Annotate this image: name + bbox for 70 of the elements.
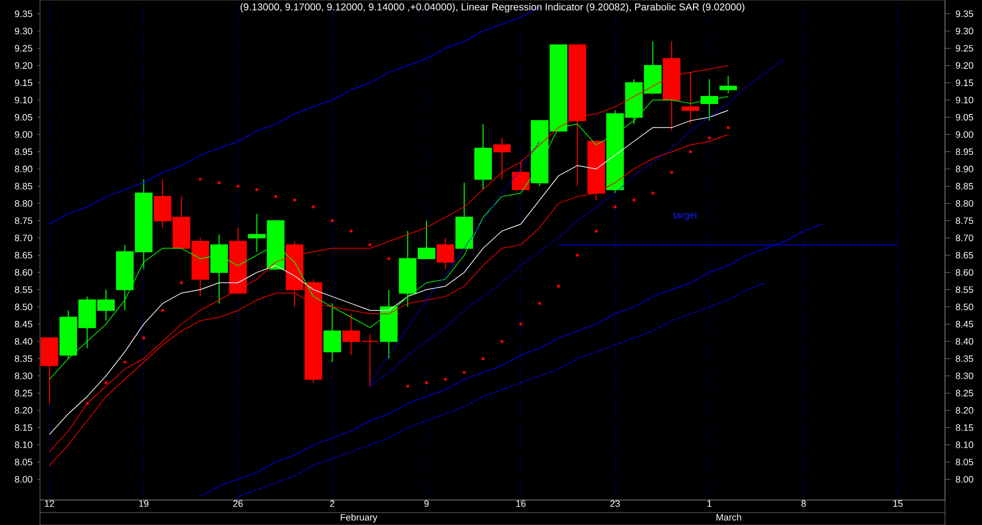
y-tick-label: 8.35 bbox=[14, 355, 32, 362]
y2-tick-label: 8.85 bbox=[956, 182, 974, 190]
y2-tick-label: 8.25 bbox=[956, 390, 974, 396]
y-tick-label: 8.55 bbox=[14, 286, 32, 293]
x-tick-label: 8 bbox=[801, 500, 806, 507]
y-tick-label: 8.05 bbox=[14, 458, 32, 466]
y-tick-label: 8.85 bbox=[14, 182, 32, 190]
y2-tick-label: 8.60 bbox=[956, 269, 974, 276]
y2-tick-label: 8.45 bbox=[956, 320, 974, 328]
x-tick-label: 26 bbox=[233, 500, 243, 507]
y-tick-label: 8.60 bbox=[14, 269, 32, 276]
y2-tick-label: 8.00 bbox=[956, 476, 974, 483]
y-tick-label: 8.75 bbox=[14, 217, 32, 224]
x-tick-label: 2 bbox=[330, 500, 334, 507]
annotation: target bbox=[673, 212, 698, 220]
y-tick-label: 8.95 bbox=[14, 148, 32, 156]
y2-tick-label: 8.55 bbox=[956, 286, 974, 293]
y-tick-label: 8.40 bbox=[14, 338, 32, 345]
y-tick-label: 9.35 bbox=[14, 10, 32, 18]
text: March bbox=[716, 514, 742, 521]
y-tick-label: 8.65 bbox=[14, 252, 32, 258]
y2-tick-label: 8.50 bbox=[956, 304, 974, 310]
y-tick-label: 8.80 bbox=[14, 200, 32, 207]
y2-tick-label: 8.70 bbox=[956, 234, 974, 242]
y-tick-label: 8.30 bbox=[14, 372, 32, 380]
y-tick-label: 9.30 bbox=[14, 28, 32, 34]
x-tick-label: 1 bbox=[707, 500, 712, 507]
x-tick-label: 9 bbox=[424, 500, 429, 507]
x-tick-label: 23 bbox=[610, 500, 620, 507]
y2-tick-label: 8.15 bbox=[956, 424, 974, 431]
y-tick-label: 8.20 bbox=[14, 407, 32, 414]
x-tick-label: 19 bbox=[139, 500, 148, 507]
y2-tick-label: 8.80 bbox=[956, 200, 974, 207]
y2-tick-label: 8.95 bbox=[956, 148, 974, 156]
y2-tick-label: 9.15 bbox=[956, 79, 974, 86]
y2-tick-label: 8.75 bbox=[956, 217, 974, 224]
y-tick-label: 8.45 bbox=[14, 320, 32, 328]
x-tick-label: 16 bbox=[516, 500, 526, 507]
y2-tick-label: 8.40 bbox=[956, 338, 974, 345]
chart-title: (9.13000, 9.17000, 9.12000, 9.14000 ,+0.04000), Linear Regression Indicator (9.20082), Parabolic SAR (9.02000) bbox=[240, 3, 744, 12]
y-tick-label: 9.10 bbox=[14, 96, 32, 104]
y-tick-label: 8.50 bbox=[14, 304, 32, 310]
y-tick-label: 9.05 bbox=[14, 114, 32, 121]
y2-tick-label: 9.30 bbox=[956, 28, 974, 34]
y-tick-label: 8.00 bbox=[14, 476, 32, 483]
y2-tick-label: 8.90 bbox=[956, 166, 974, 172]
y-tick-label: 8.25 bbox=[14, 390, 32, 396]
y2-tick-label: 8.35 bbox=[956, 355, 974, 362]
y2-tick-label: 9.25 bbox=[956, 44, 974, 52]
y2-tick-label: 8.05 bbox=[956, 458, 974, 466]
text: February bbox=[340, 514, 378, 522]
y-tick-label: 9.15 bbox=[14, 79, 32, 86]
y2-tick-label: 9.10 bbox=[956, 96, 974, 104]
y2-tick-label: 8.20 bbox=[956, 407, 974, 414]
y2-tick-label: 8.30 bbox=[956, 372, 974, 380]
y-tick-label: 8.70 bbox=[14, 234, 32, 242]
x-tick-label: 12 bbox=[44, 500, 54, 507]
y-tick-label: 8.15 bbox=[14, 424, 32, 431]
y2-tick-label: 9.00 bbox=[956, 131, 974, 138]
y-tick-label: 9.00 bbox=[14, 131, 32, 138]
y-tick-label: 9.25 bbox=[14, 44, 32, 52]
y2-tick-label: 8.10 bbox=[956, 442, 974, 448]
y2-tick-label: 9.05 bbox=[956, 114, 974, 121]
y2-tick-label: 9.20 bbox=[956, 62, 974, 69]
y-tick-label: 8.10 bbox=[14, 442, 32, 448]
y2-tick-label: 9.35 bbox=[956, 10, 974, 18]
y2-tick-label: 8.65 bbox=[956, 252, 974, 258]
x-tick-label: 15 bbox=[893, 500, 903, 507]
y-tick-label: 9.20 bbox=[14, 62, 32, 69]
y-tick-label: 8.90 bbox=[14, 166, 32, 172]
